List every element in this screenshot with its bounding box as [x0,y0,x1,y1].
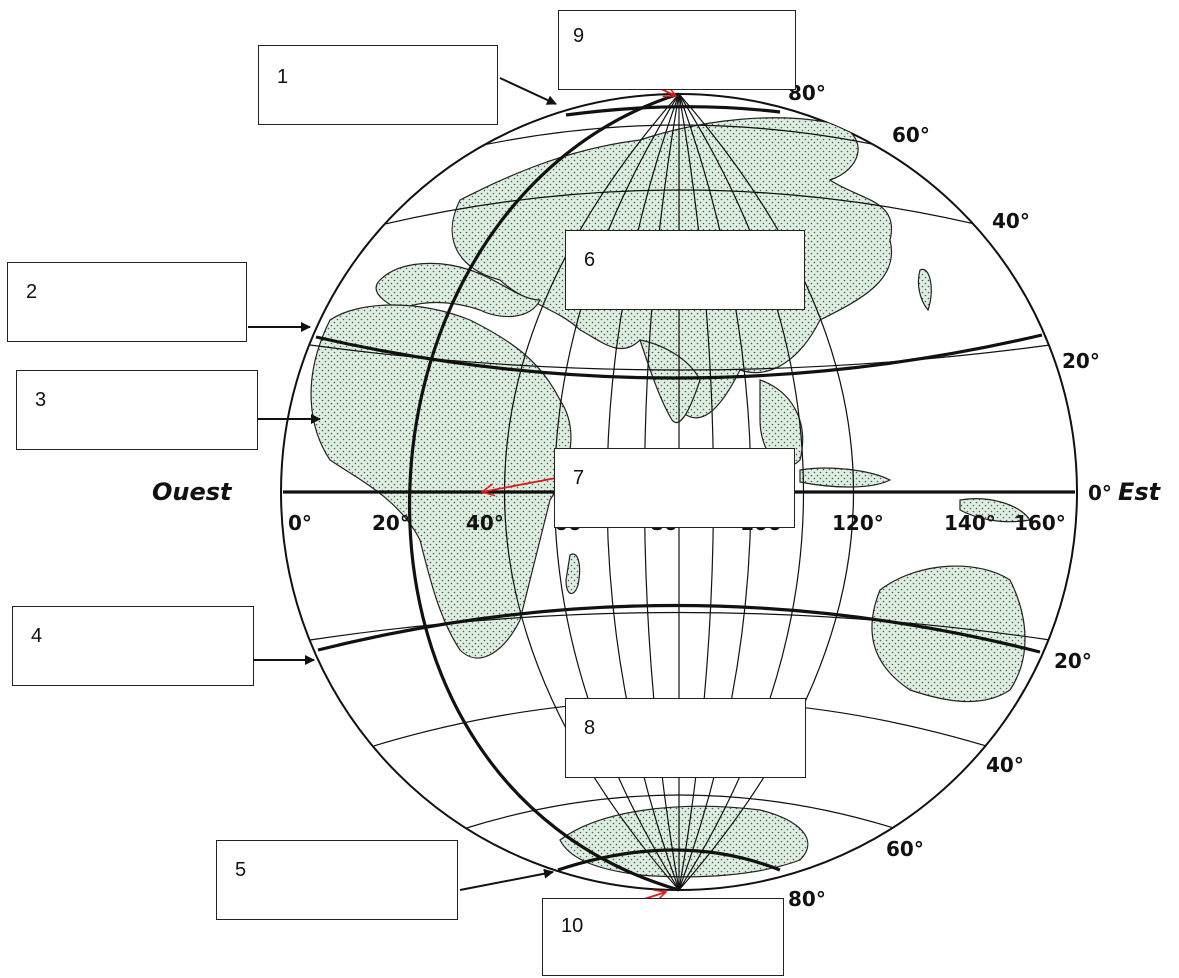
lat-south-60-label: 60° [886,837,924,861]
antarctic-circle-line [557,848,781,872]
west-label: Ouest [152,478,233,506]
africa-landmass [310,304,572,659]
label-box-8[interactable]: 8 [565,698,806,778]
prime-meridian-line [407,92,680,892]
label-number-4: 4 [31,625,43,647]
lat-south-80-label: 80° [788,887,826,911]
lon-label: 140° [944,511,996,535]
lat-equator-label: 0° [1088,481,1112,505]
lat-north-60-label: 60° [892,123,930,147]
label-box-2[interactable]: 2 [7,262,247,342]
label-number-7: 7 [573,467,585,489]
lat-south-20-label: 20° [1054,649,1092,673]
label-box-1[interactable]: 1 [258,45,498,125]
madagascar-landmass [565,553,581,594]
indonesia-landmass [799,467,892,488]
lat-north-20-label: 20° [1062,349,1100,373]
black-arrows [248,77,557,891]
lon-label: 0° [288,511,312,535]
label-box-6[interactable]: 6 [565,230,805,310]
lon-label: 40° [466,511,504,535]
label-box-7[interactable]: 7 [554,448,795,528]
label-number-2: 2 [26,281,38,303]
red-arrow-7 [482,477,557,492]
japan-landmass [917,268,932,312]
label-box-4[interactable]: 4 [12,606,254,686]
label-number-3: 3 [35,389,47,411]
label-number-9: 9 [573,25,585,47]
label-number-1: 1 [277,66,289,88]
bold-lines [283,92,1075,892]
label-number-10: 10 [561,915,584,937]
label-box-5[interactable]: 5 [216,840,458,920]
australia-landmass [871,565,1026,703]
lat-south-40-label: 40° [986,753,1024,777]
india-landmass [639,339,701,424]
label-number-6: 6 [584,249,596,271]
label-number-8: 8 [584,717,596,739]
lon-label: 120° [832,511,884,535]
label-box-10[interactable]: 10 [542,898,784,976]
lon-label: 20° [372,511,410,535]
lon-label: 160° [1014,511,1066,535]
new-guinea-landmass [959,498,1032,523]
label-box-9[interactable]: 9 [558,10,796,90]
tropic-of-capricorn-line [317,603,1041,654]
east-label: Est [1118,478,1162,506]
southeast-asia-landmass [759,379,804,467]
tropic-of-cancer-line [315,333,1043,380]
arrow-5 [459,868,554,891]
arrow-1 [499,77,557,105]
label-number-5: 5 [235,859,247,881]
label-box-3[interactable]: 3 [16,370,258,450]
lat-north-40-label: 40° [992,209,1030,233]
arctic-circle-line [565,105,781,117]
